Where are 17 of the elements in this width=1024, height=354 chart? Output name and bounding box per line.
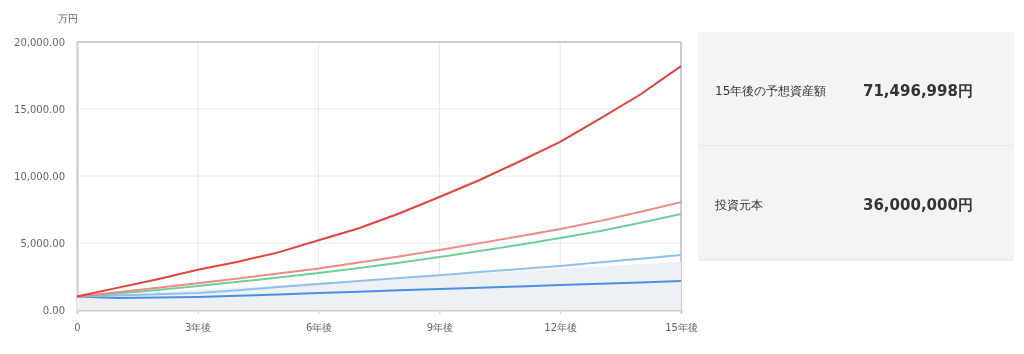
x-tick-label: 15年後 (665, 322, 698, 334)
text: 36,000,000円 (863, 196, 973, 214)
y-tick-label: 5,000.00 (20, 237, 65, 249)
x-tick-label: 6年後 (305, 322, 333, 334)
x-tick-label: 12年後 (544, 322, 578, 334)
y-tick-label: 20,000.00 (14, 36, 65, 48)
y-tick-label: 0.00 (42, 304, 65, 316)
x-tick-label: 0 (74, 322, 81, 334)
x-tick-label: 3年後 (185, 322, 212, 334)
y-tick-label: 10,000.00 (14, 170, 65, 182)
text: 投資元本 (714, 198, 763, 212)
y-axis-title: 万円 (58, 13, 78, 24)
x-tick-label: 9年後 (426, 322, 454, 334)
text: 71,496,998円 (863, 82, 973, 100)
text: 15年後の予想資産額 (715, 84, 827, 98)
y-tick-label: 15,000.00 (14, 103, 65, 115)
line-series (76, 65, 682, 298)
